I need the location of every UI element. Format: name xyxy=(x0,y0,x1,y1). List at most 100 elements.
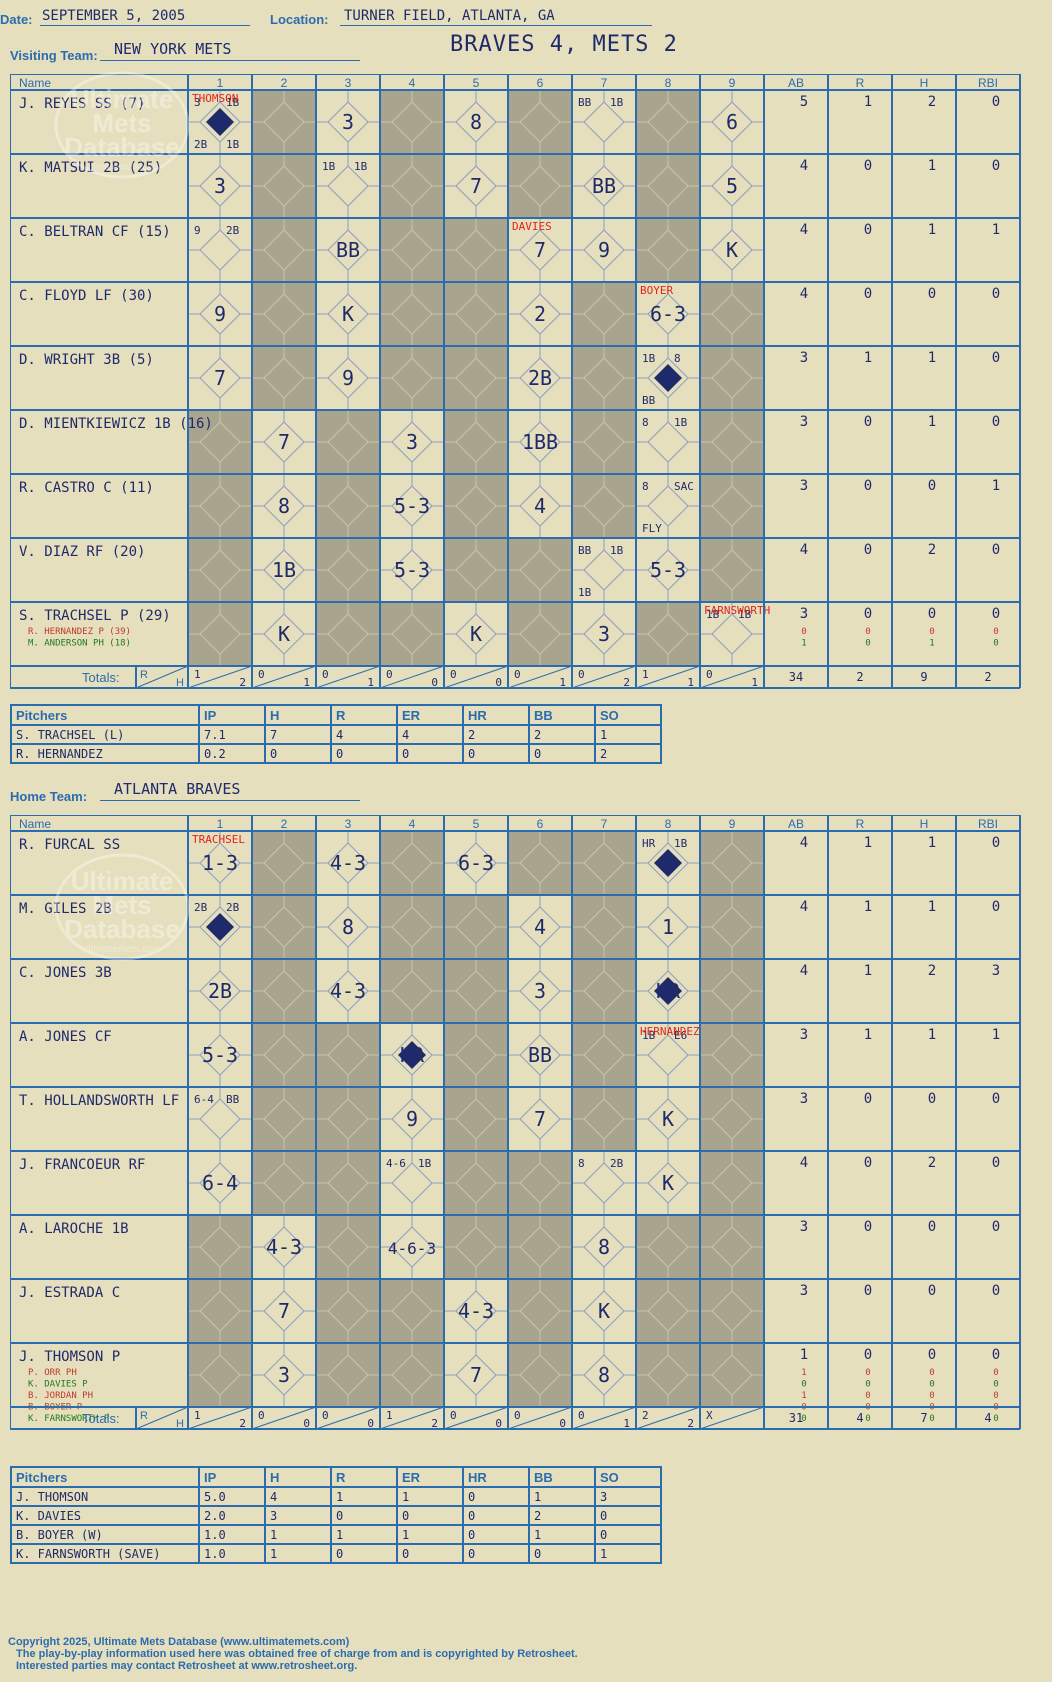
col-header-inning: 5 xyxy=(473,817,480,831)
play-notation: 9 xyxy=(194,224,201,237)
play-notation: 3 xyxy=(534,979,546,1003)
pitcher-cell: J. THOMSON xyxy=(10,1486,200,1507)
inning-runs: 0 xyxy=(450,668,457,681)
play-notation: BB xyxy=(592,174,616,198)
batter-stat: 1 xyxy=(992,1027,1000,1043)
pitchers-header-row: Pitchers IP H R ER HR BB SO xyxy=(10,1466,662,1488)
substitute-stat: 0 xyxy=(993,1391,998,1401)
watermark-logo-graphic: Ultimate Mets Database ultimatemets.com xyxy=(54,71,190,179)
inning-hits: 1 xyxy=(623,1417,630,1430)
col-header-inning: 3 xyxy=(345,76,352,90)
pitcher-change-label: TRACHSEL xyxy=(192,833,245,846)
play-notation: K xyxy=(662,1171,674,1195)
totals-slash xyxy=(135,1406,189,1430)
batter-stat: 1 xyxy=(864,1027,872,1043)
inning-runs: 0 xyxy=(386,668,393,681)
inning-runs: 0 xyxy=(578,1409,585,1422)
pitcher-row: S. TRACHSEL (L) 7.1 7 4 4 2 2 1 xyxy=(10,724,662,745)
batter-stat: 1 xyxy=(864,835,872,851)
batter-name: J. ESTRADA C xyxy=(19,1285,120,1301)
inning-total-slash xyxy=(443,1406,509,1430)
batter-name: J. REYES SS (7) xyxy=(19,96,145,112)
location-value: TURNER FIELD, ATLANTA, GA xyxy=(344,8,555,24)
play-notation: 2B xyxy=(528,366,552,390)
col-header-inning: 7 xyxy=(601,817,608,831)
pitchers-header-cell: BB xyxy=(528,704,596,726)
play-notation: K xyxy=(470,622,482,646)
col-header-inning: 7 xyxy=(601,76,608,90)
totals-label: Totals: xyxy=(82,670,120,685)
inning-total-slash xyxy=(699,665,765,689)
substitute-stat: 0 xyxy=(929,1368,934,1378)
batter-stat: 5 xyxy=(800,94,808,110)
inning-runs: 0 xyxy=(578,668,585,681)
play-notation: 1BB xyxy=(522,430,558,454)
play-notation: HR xyxy=(400,1043,425,1067)
watermark-line1: Ultimate xyxy=(71,84,174,114)
batter-name: J. FRANCOEUR RF xyxy=(19,1157,145,1173)
inning-hits: 1 xyxy=(687,676,694,689)
batter-stat: 0 xyxy=(864,542,872,558)
pitchers-header-row: Pitchers IP H R ER HR BB SO xyxy=(10,704,662,726)
batter-stat: 4 xyxy=(800,222,808,238)
pitchers-header-cell: R xyxy=(330,1466,398,1488)
pitchers-header-cell: Pitchers xyxy=(10,1466,200,1488)
substitute-stat: 0 xyxy=(929,1380,934,1390)
play-notation: 8 xyxy=(342,915,354,939)
inning-total-slash xyxy=(635,665,701,689)
substitute-stat: 0 xyxy=(993,1380,998,1390)
batter-stat: 0 xyxy=(992,1219,1000,1235)
pitcher-cell: 1 xyxy=(594,724,662,745)
play-notation: 9 xyxy=(598,238,610,262)
pitchers-header-cell: R xyxy=(330,704,398,726)
batter-stat: 0 xyxy=(992,414,1000,430)
batter-name: C. BELTRAN CF (15) xyxy=(19,224,171,240)
play-notation: E6 xyxy=(674,1029,687,1042)
inning-runs: 0 xyxy=(514,1409,521,1422)
batter-stat: 4 xyxy=(800,542,808,558)
col-header-stat: H xyxy=(920,76,929,90)
batter-stat: 0 xyxy=(992,94,1000,110)
pitcher-cell: 0 xyxy=(462,743,530,764)
batter-stat: 1 xyxy=(928,350,936,366)
inning-hits: 2 xyxy=(239,676,246,689)
totals-h-label: H xyxy=(176,1418,184,1430)
pitcher-cell: 2 xyxy=(462,724,530,745)
inning-hits: 0 xyxy=(303,1417,310,1430)
batter-stat: 4 xyxy=(800,963,808,979)
pitcher-change-label: THOMSON xyxy=(192,92,238,105)
batter-name: T. HOLLANDSWORTH LF xyxy=(19,1093,179,1109)
pitcher-cell: 7.1 xyxy=(198,724,266,745)
play-notation: 7 xyxy=(214,366,226,390)
run-scored-diamond xyxy=(654,364,682,392)
substitute-stat: 0 xyxy=(865,1391,870,1401)
batter-stat: 0 xyxy=(864,1091,872,1107)
play-notation: 1B xyxy=(674,837,688,850)
pitcher-cell: 0 xyxy=(264,743,332,764)
substitute-stat: 0 xyxy=(993,627,998,637)
col-header-inning: 9 xyxy=(729,817,736,831)
play-notation: 2B xyxy=(610,1157,624,1170)
totals-r-label: R xyxy=(140,1410,148,1422)
date-value: SEPTEMBER 5, 2005 xyxy=(42,8,186,24)
play-notation: 2B xyxy=(226,901,240,914)
play-notation: 5-3 xyxy=(394,494,430,518)
batter-stat: 0 xyxy=(864,222,872,238)
batter-stat: 4 xyxy=(800,1155,808,1171)
pitcher-cell: 0 xyxy=(528,1543,596,1564)
substitute-name: K. DAVIES P xyxy=(28,1380,88,1390)
batter-stat: 0 xyxy=(864,286,872,302)
pitcher-cell: 1 xyxy=(264,1524,332,1545)
batter-stat: 1 xyxy=(928,1027,936,1043)
batter-stat: 4 xyxy=(800,835,808,851)
play-notation: 1B xyxy=(226,138,240,151)
pitcher-cell: 0 xyxy=(396,1543,464,1564)
pitcher-cell: 7 xyxy=(264,724,332,745)
substitute-stat: 0 xyxy=(929,1391,934,1401)
col-header-inning: 5 xyxy=(473,76,480,90)
batter-stat: 4 xyxy=(800,286,808,302)
play-notation: 1B xyxy=(272,558,296,582)
play-notation: 4-3 xyxy=(330,851,366,875)
batter-name: S. TRACHSEL P (29) xyxy=(19,608,171,624)
team-total: 4 xyxy=(984,1411,991,1425)
